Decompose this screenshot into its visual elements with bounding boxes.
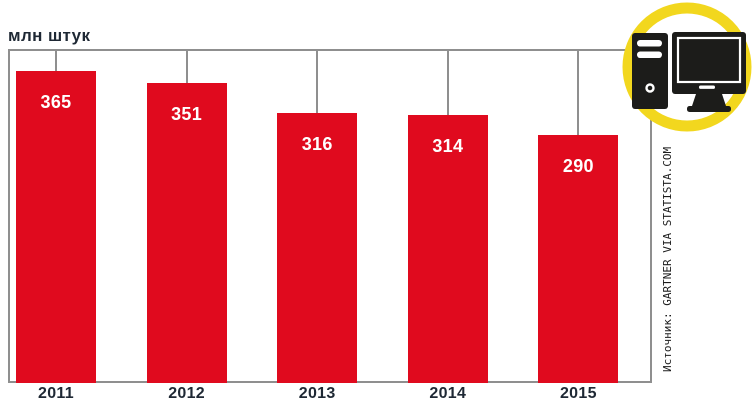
connector-line-2013 [316, 50, 319, 113]
connector-line-2014 [446, 50, 449, 115]
bar-value-label: 365 [40, 92, 72, 112]
bar-value-label: 316 [301, 134, 333, 154]
desktop-computer-icon [622, 2, 752, 132]
x-axis-label-2011: 2011 [38, 385, 74, 402]
connector-line-2015 [577, 50, 580, 135]
bar-2011: 365 [16, 71, 96, 383]
connector-line-2011 [55, 50, 57, 71]
bar-2012: 351 [146, 83, 227, 383]
x-axis-label-2015: 2015 [559, 385, 597, 402]
bar-2014: 314 [407, 115, 488, 383]
bar-2015: 290 [538, 135, 619, 383]
bar-value-label: 290 [562, 156, 594, 176]
computer-glyph [632, 32, 746, 112]
bar-value-label: 351 [171, 104, 203, 124]
x-axis-label-2013: 2013 [298, 385, 336, 402]
y-axis-unit-label: млн штук [8, 26, 91, 45]
connector-line-2012 [185, 50, 188, 83]
bar-2013: 316 [277, 113, 358, 383]
x-axis-label-2014: 2014 [429, 385, 467, 402]
x-axis-label-2012: 2012 [168, 385, 205, 402]
bar-value-label: 314 [432, 136, 464, 156]
source-attribution: Источник: GARTNER VIA STATISTA.COM [661, 146, 674, 372]
